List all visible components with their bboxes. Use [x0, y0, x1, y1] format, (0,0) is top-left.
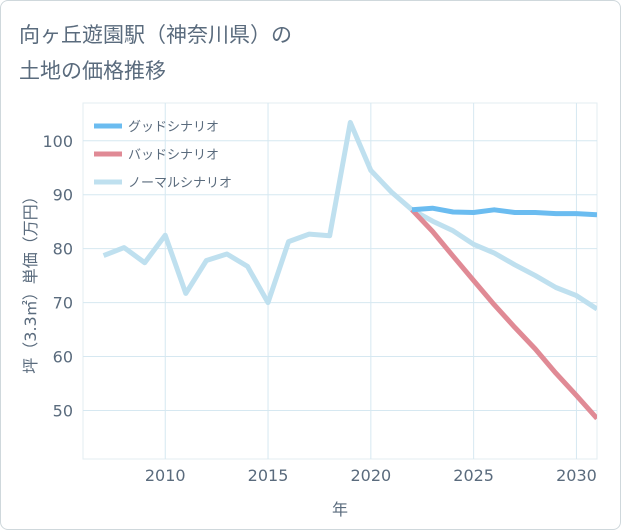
title-line-2: 土地の価格推移	[19, 59, 166, 83]
series-line-2	[102, 119, 597, 312]
title-line-1: 向ヶ丘遊園駅（神奈川県）の	[19, 23, 292, 47]
y-tick-label: 50	[53, 401, 73, 420]
legend-label-0: グッドシナリオ	[128, 120, 219, 135]
series-line-1	[410, 208, 597, 421]
y-tick-label: 100	[42, 132, 73, 151]
x-axis-title: 年	[332, 500, 348, 519]
y-axis-title: 坪（3.3㎡）単価（万円）	[21, 188, 40, 373]
x-tick-label: 2010	[145, 466, 186, 485]
chart-title: 向ヶ丘遊園駅（神奈川県）の 土地の価格推移	[19, 17, 292, 89]
x-tick-label: 2030	[556, 466, 597, 485]
y-tick-label: 80	[53, 240, 73, 259]
y-tick-label: 90	[53, 186, 73, 205]
y-tick-label: 70	[53, 294, 73, 313]
plot-area	[82, 102, 598, 460]
legend-label-1: バッドシナリオ	[128, 148, 219, 163]
legend-label-2: ノーマルシナリオ	[128, 176, 232, 191]
series-line-0	[411, 205, 597, 218]
y-tick-label: 60	[53, 348, 73, 367]
x-tick-label: 2020	[350, 466, 391, 485]
x-tick-label: 2025	[453, 466, 494, 485]
x-tick-label: 2015	[248, 466, 289, 485]
